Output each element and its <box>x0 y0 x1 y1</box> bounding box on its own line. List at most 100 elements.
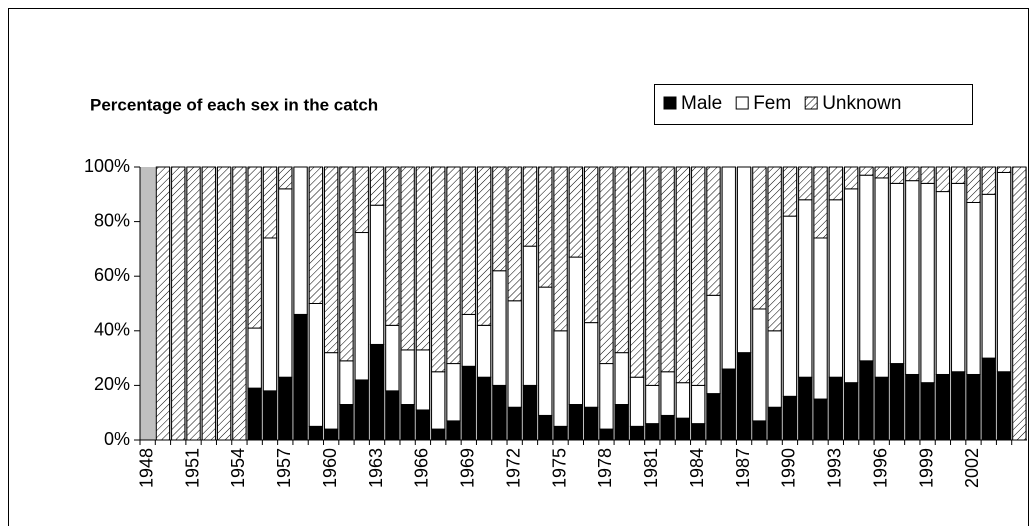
bar-segment <box>538 166 553 288</box>
bar-segment <box>629 425 645 441</box>
bar-segment <box>476 166 492 326</box>
bar-segment <box>614 166 629 354</box>
bar-segment <box>798 199 813 378</box>
bar-segment <box>522 166 538 247</box>
bar-segment <box>706 393 721 441</box>
bar-segment <box>415 349 431 411</box>
bar-segment <box>767 330 782 408</box>
legend-label: Unknown <box>822 93 901 114</box>
bar-segment <box>920 166 935 184</box>
bar-segment <box>981 357 996 441</box>
bar-segment <box>293 166 308 315</box>
bar-segment <box>996 371 1012 441</box>
bar-segment <box>813 166 828 239</box>
bar-segment <box>507 166 522 302</box>
bar-segment <box>920 382 935 441</box>
bar-segment <box>813 398 828 441</box>
chart-title: Percentage of each sex in the catch <box>90 95 378 114</box>
bar-segment <box>828 199 843 378</box>
bar-segment <box>507 406 522 441</box>
bar-segment <box>874 376 889 441</box>
x-tick-label: 1975 <box>549 448 569 488</box>
bar-segment <box>828 166 843 201</box>
bar-segment <box>492 166 507 272</box>
bar-segment <box>553 425 568 441</box>
bar-segment <box>262 237 278 392</box>
bar-segment <box>461 313 476 367</box>
bar-segment <box>996 166 1012 173</box>
bar-segment <box>247 387 262 441</box>
x-tick-label: 1987 <box>733 448 753 488</box>
bar-segment <box>339 360 354 406</box>
bar-segment <box>522 245 538 386</box>
bar-segment <box>553 166 568 332</box>
bar-segment <box>721 166 736 370</box>
bar-segment <box>736 352 752 441</box>
bar-segment <box>813 237 828 400</box>
bar-segment <box>614 352 629 406</box>
bar-segment <box>889 363 905 441</box>
chart-frame <box>8 8 1029 526</box>
y-tick-label: 80% <box>94 210 130 230</box>
bar-segment <box>568 404 584 441</box>
bar-segment <box>645 423 660 441</box>
bar-segment <box>278 376 293 441</box>
bar-segment <box>369 204 385 345</box>
bar-segment <box>262 166 278 239</box>
bar-segment <box>706 166 721 296</box>
bar-segment <box>201 166 216 441</box>
bar-segment <box>859 174 874 362</box>
x-tick-label: 1960 <box>320 448 340 488</box>
bar-segment <box>599 166 614 365</box>
bar-segment <box>538 414 553 441</box>
bar-segment <box>446 166 461 365</box>
bar-segment <box>446 363 461 422</box>
legend-swatch <box>804 96 818 110</box>
x-tick-label: 1948 <box>136 448 156 488</box>
bar-segment <box>186 166 201 441</box>
bar-segment <box>339 404 354 441</box>
bar-segment <box>385 324 400 392</box>
bar-segment <box>629 166 645 378</box>
bar-segment <box>369 166 385 206</box>
bar-segment <box>324 428 339 441</box>
bar-segment <box>339 166 354 362</box>
bar-segment <box>782 395 798 441</box>
bar-segment <box>981 166 996 195</box>
bar-segment <box>171 166 186 441</box>
legend-swatch <box>735 96 749 110</box>
bar-segment <box>752 308 767 422</box>
bar-segment <box>951 166 966 184</box>
bar-segment <box>629 376 645 427</box>
y-tick-label: 100% <box>84 156 130 176</box>
y-tick-label: 0% <box>104 429 130 449</box>
bar-segment <box>920 182 935 384</box>
bar-segment <box>905 166 920 182</box>
bar-segment <box>935 373 951 441</box>
bar-segment <box>736 166 752 354</box>
bar-segment <box>584 406 599 441</box>
bar-segment <box>798 376 813 441</box>
x-tick-label: 1999 <box>916 448 936 488</box>
bar-segment <box>492 270 507 386</box>
bar-segment <box>660 166 675 373</box>
bar-segment <box>843 188 859 384</box>
bar-segment <box>843 382 859 441</box>
bar-segment <box>874 177 889 378</box>
bar-segment <box>905 373 920 441</box>
bar-segment <box>293 313 308 441</box>
bar-segment <box>752 420 767 441</box>
bar-segment <box>691 384 706 425</box>
bar-segment <box>828 376 843 441</box>
bar-segment <box>278 188 293 378</box>
x-tick-label: 1993 <box>825 448 845 488</box>
bar-segment <box>308 425 324 441</box>
bar-segment <box>247 166 262 329</box>
bar-segment <box>966 373 981 441</box>
bar-segment <box>446 420 461 441</box>
bar-segment <box>859 360 874 441</box>
bar-segment <box>889 182 905 365</box>
y-tick-label: 40% <box>94 320 130 340</box>
